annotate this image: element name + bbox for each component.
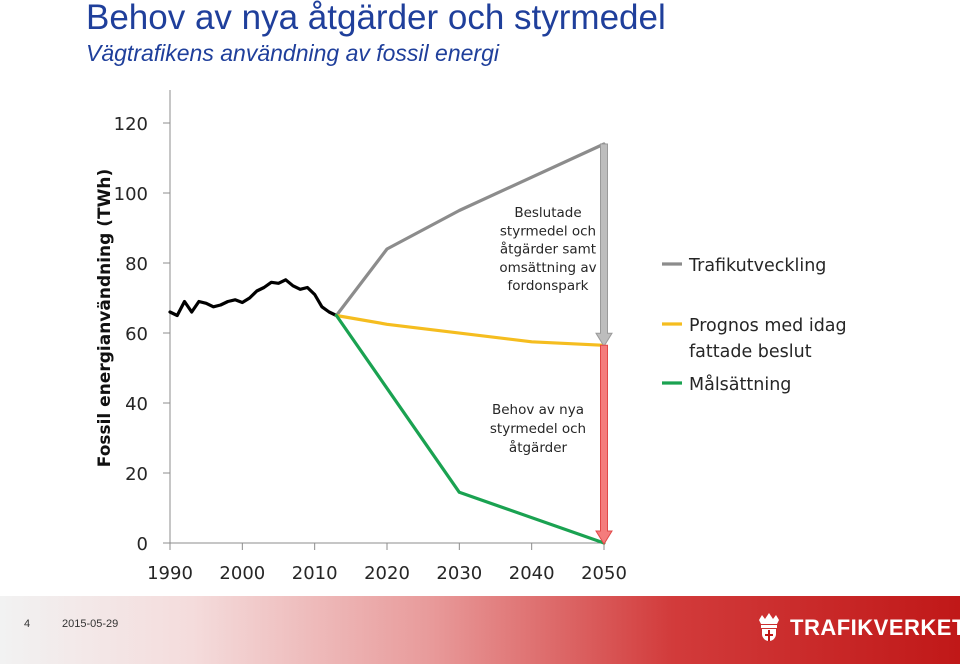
x-tick-label: 2030 [436, 563, 482, 584]
series-prognos-line [334, 313, 606, 347]
annotation-beslutade: Beslutade [514, 205, 581, 221]
legend-label-prognos: Prognos med idag [689, 316, 847, 336]
crown-emblem-icon [759, 613, 779, 641]
footer-date: 2015-05-29 [62, 618, 119, 630]
legend-label-malsattning: Målsättning [689, 374, 791, 395]
arrow-gray [595, 143, 613, 348]
y-axis-label: Fossil energianvändning (TWh) [95, 169, 115, 467]
annotation-behov: åtgärder [509, 439, 568, 456]
y-tick-label: 80 [125, 254, 148, 275]
legend-label-prognos: fattade beslut [689, 342, 812, 362]
y-tick-label: 120 [114, 114, 148, 135]
annotation-beslutade: fordonspark [508, 278, 589, 294]
y-tick-label: 60 [125, 324, 148, 345]
y-tick-label: 0 [137, 534, 148, 555]
x-tick-label: 2010 [292, 563, 338, 584]
annotation-behov: styrmedel och [490, 421, 586, 437]
y-tick-label: 20 [125, 464, 148, 485]
logo-text: TRAFIKVERKET [790, 615, 960, 640]
y-tick-label: 40 [125, 394, 148, 415]
x-tick-label: 2040 [509, 563, 555, 584]
arrow-red [595, 344, 613, 545]
trafikverket-logo: TRAFIKVERKET [756, 608, 960, 648]
x-tick-label: 2050 [581, 563, 627, 584]
x-tick-label: 2020 [364, 563, 410, 584]
y-tick-label: 100 [114, 184, 148, 205]
page-number: 4 [24, 618, 31, 630]
series-malsattning-line [334, 313, 606, 545]
annotation-beslutade: åtgärder samt [500, 241, 596, 258]
legend-label-trafikutveckling: Trafikutveckling [688, 256, 826, 276]
annotation-beslutade: styrmedel och [500, 223, 596, 239]
annotation-behov: Behov av nya [492, 402, 584, 418]
annotation-beslutade: omsättning av [499, 260, 596, 276]
series-trafikutveckling-line [334, 142, 606, 318]
series-historic-line [168, 278, 338, 318]
x-tick-label: 1990 [147, 563, 193, 584]
x-tick-label: 2000 [219, 563, 265, 584]
page-title: Behov av nya åtgärder och styrmedel [86, 0, 666, 37]
page-subtitle: Vägtrafikens användning av fossil energi [86, 40, 499, 66]
footer-bar: 4 2015-05-29 TRAFIKVERKET [0, 596, 960, 664]
